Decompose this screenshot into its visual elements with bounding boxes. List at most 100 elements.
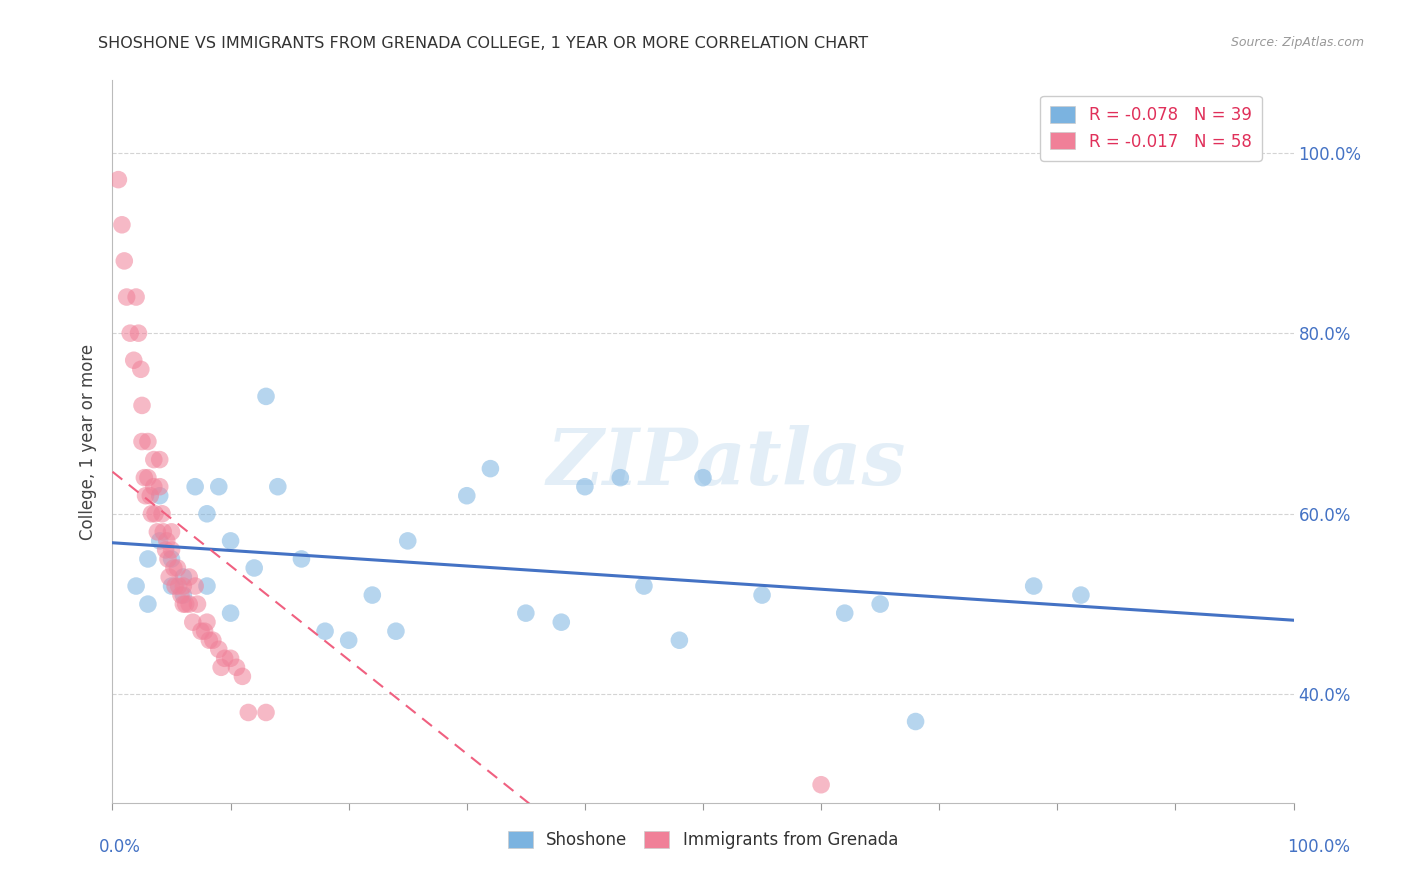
Point	[515, 606, 537, 620]
Point	[155, 542, 177, 557]
Text: 0.0%: 0.0%	[98, 838, 141, 856]
Point	[131, 434, 153, 449]
Y-axis label: College, 1 year or more: College, 1 year or more	[79, 343, 97, 540]
Point	[139, 489, 162, 503]
Point	[160, 552, 183, 566]
Point	[219, 651, 242, 665]
Point	[201, 633, 224, 648]
Point	[834, 606, 856, 620]
Point	[149, 489, 172, 503]
Point	[165, 579, 187, 593]
Point	[238, 706, 260, 720]
Legend: Shoshone, Immigrants from Grenada: Shoshone, Immigrants from Grenada	[502, 824, 904, 856]
Point	[166, 561, 188, 575]
Point	[751, 588, 773, 602]
Point	[179, 570, 201, 584]
Point	[150, 507, 173, 521]
Point	[135, 489, 157, 503]
Point	[174, 597, 197, 611]
Point	[208, 480, 231, 494]
Point	[160, 542, 183, 557]
Point	[149, 533, 172, 548]
Point	[208, 642, 231, 657]
Point	[396, 533, 419, 548]
Point	[574, 480, 596, 494]
Point	[692, 471, 714, 485]
Point	[149, 480, 172, 494]
Point	[141, 507, 163, 521]
Point	[149, 452, 172, 467]
Point	[181, 615, 204, 630]
Point	[129, 362, 152, 376]
Point	[172, 570, 194, 584]
Point	[125, 290, 148, 304]
Point	[142, 480, 165, 494]
Point	[134, 471, 156, 485]
Point	[1022, 579, 1045, 593]
Point	[225, 660, 247, 674]
Point	[136, 597, 159, 611]
Point	[550, 615, 572, 630]
Point	[904, 714, 927, 729]
Point	[267, 480, 290, 494]
Point	[172, 579, 194, 593]
Point	[131, 398, 153, 412]
Point	[136, 434, 159, 449]
Point	[184, 480, 207, 494]
Point	[385, 624, 408, 639]
Point	[209, 660, 232, 674]
Text: 100.0%: 100.0%	[1286, 838, 1350, 856]
Point	[111, 218, 134, 232]
Point	[869, 597, 891, 611]
Point	[160, 524, 183, 539]
Point	[160, 579, 183, 593]
Point	[156, 552, 179, 566]
Point	[361, 588, 384, 602]
Point	[195, 579, 218, 593]
Point	[337, 633, 360, 648]
Point	[156, 533, 179, 548]
Point	[125, 579, 148, 593]
Point	[170, 588, 193, 602]
Point	[107, 172, 129, 186]
Point	[633, 579, 655, 593]
Point	[120, 326, 142, 341]
Point	[136, 552, 159, 566]
Point	[314, 624, 336, 639]
Point	[198, 633, 221, 648]
Text: Source: ZipAtlas.com: Source: ZipAtlas.com	[1230, 36, 1364, 49]
Point	[668, 633, 690, 648]
Point	[456, 489, 478, 503]
Point	[172, 588, 194, 602]
Point	[172, 597, 194, 611]
Point	[290, 552, 312, 566]
Point	[219, 606, 242, 620]
Text: SHOSHONE VS IMMIGRANTS FROM GRENADA COLLEGE, 1 YEAR OR MORE CORRELATION CHART: SHOSHONE VS IMMIGRANTS FROM GRENADA COLL…	[98, 36, 869, 51]
Point	[167, 579, 190, 593]
Point	[254, 706, 277, 720]
Point	[195, 507, 218, 521]
Point	[143, 507, 166, 521]
Point	[810, 778, 832, 792]
Point	[1070, 588, 1092, 602]
Point	[195, 615, 218, 630]
Point	[136, 471, 159, 485]
Point	[152, 524, 174, 539]
Point	[231, 669, 253, 683]
Point	[163, 561, 186, 575]
Point	[219, 533, 242, 548]
Text: ZIPatlas: ZIPatlas	[547, 425, 907, 501]
Point	[609, 471, 631, 485]
Point	[122, 353, 145, 368]
Point	[479, 461, 502, 475]
Point	[214, 651, 236, 665]
Point	[112, 254, 135, 268]
Point	[184, 579, 207, 593]
Point	[157, 570, 180, 584]
Point	[142, 452, 165, 467]
Point	[254, 389, 277, 403]
Point	[127, 326, 149, 341]
Point	[243, 561, 266, 575]
Point	[179, 597, 201, 611]
Point	[194, 624, 217, 639]
